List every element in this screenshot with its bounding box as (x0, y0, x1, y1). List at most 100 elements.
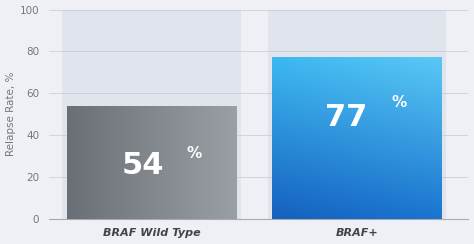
Bar (205, 106, 208, 219)
Bar (92, 106, 95, 219)
Y-axis label: Relapse Rate, %: Relapse Rate, % (6, 72, 16, 156)
Bar (95, 106, 98, 219)
Bar (123, 106, 126, 219)
Bar (163, 106, 165, 219)
Bar (172, 106, 174, 219)
Bar (179, 106, 181, 219)
Text: 54: 54 (121, 151, 164, 180)
Bar (119, 106, 121, 219)
Bar (78, 106, 81, 219)
Bar (67, 106, 69, 219)
Bar (63, 10, 241, 219)
Bar (156, 106, 158, 219)
Text: 77: 77 (325, 103, 367, 132)
Bar (159, 106, 161, 219)
Bar (112, 106, 114, 219)
Bar (100, 106, 102, 219)
Bar (136, 106, 138, 219)
Bar (145, 106, 147, 219)
Bar (200, 106, 202, 219)
Bar (229, 106, 232, 219)
Bar (227, 106, 229, 219)
Bar (195, 106, 198, 219)
Bar (125, 106, 127, 219)
Bar (204, 106, 206, 219)
Bar (111, 106, 113, 219)
Bar (104, 106, 106, 219)
Bar (149, 106, 151, 219)
Bar (133, 106, 136, 219)
Bar (120, 106, 123, 219)
Bar (212, 106, 215, 219)
Bar (137, 106, 140, 219)
Bar (102, 106, 105, 219)
Bar (82, 106, 85, 219)
Bar (146, 106, 148, 219)
Bar (94, 106, 96, 219)
Bar (88, 106, 91, 219)
Text: %: % (186, 146, 202, 161)
Bar (177, 106, 180, 219)
Bar (164, 106, 167, 219)
Bar (184, 106, 186, 219)
Bar (130, 106, 133, 219)
Bar (126, 106, 128, 219)
Bar (173, 106, 175, 219)
Bar (153, 106, 155, 219)
Bar (157, 106, 160, 219)
Bar (235, 106, 237, 219)
Bar (215, 106, 218, 219)
Bar (192, 106, 195, 219)
Bar (155, 106, 157, 219)
Bar (221, 106, 223, 219)
Bar (231, 106, 233, 219)
Bar (71, 106, 73, 219)
Bar (176, 106, 178, 219)
Bar (107, 106, 109, 219)
Bar (114, 106, 116, 219)
Bar (98, 106, 100, 219)
Bar (188, 106, 191, 219)
Bar (170, 106, 173, 219)
Bar (202, 106, 205, 219)
Bar (150, 106, 153, 219)
Bar (91, 106, 93, 219)
Bar (234, 106, 236, 219)
Bar (118, 106, 120, 219)
Bar (108, 106, 110, 219)
Bar (122, 106, 124, 219)
Bar (87, 106, 89, 219)
Bar (224, 106, 226, 219)
Bar (228, 106, 230, 219)
Bar (219, 106, 222, 219)
Bar (232, 106, 235, 219)
Bar (174, 106, 177, 219)
Bar (211, 106, 213, 219)
Bar (194, 106, 196, 219)
Bar (167, 106, 170, 219)
Bar (128, 106, 130, 219)
Bar (139, 106, 141, 219)
Bar (218, 106, 220, 219)
Bar (190, 106, 192, 219)
Bar (116, 106, 118, 219)
Bar (152, 106, 154, 219)
Bar (143, 106, 146, 219)
Bar (166, 106, 168, 219)
Bar (169, 106, 171, 219)
Bar (214, 106, 216, 219)
Bar (109, 106, 111, 219)
Bar (129, 106, 131, 219)
Bar (197, 106, 199, 219)
Bar (183, 106, 185, 219)
Bar (210, 106, 212, 219)
Bar (101, 106, 103, 219)
Bar (268, 10, 446, 219)
Bar (217, 106, 219, 219)
Text: %: % (392, 95, 407, 110)
Bar (186, 106, 188, 219)
Bar (207, 106, 209, 219)
Bar (180, 106, 182, 219)
Bar (80, 106, 82, 219)
Bar (147, 106, 150, 219)
